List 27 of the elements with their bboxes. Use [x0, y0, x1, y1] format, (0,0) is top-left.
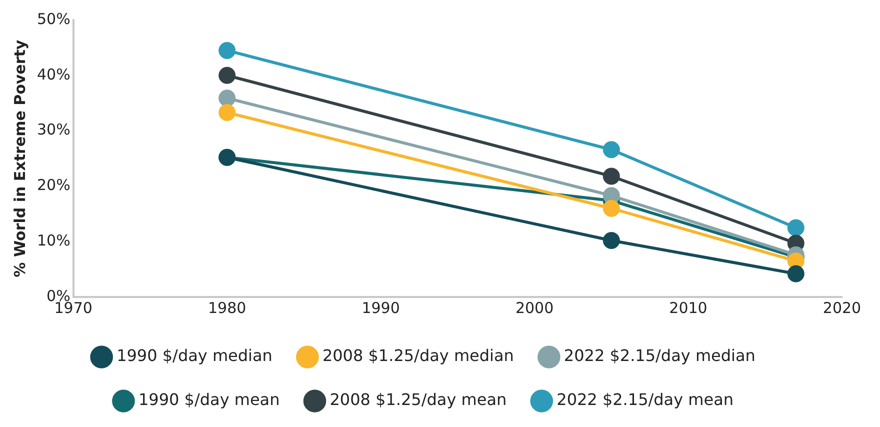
x-tick-label: 1980 [208, 298, 246, 317]
point [602, 200, 620, 217]
y-axis-title: % World in Extreme Poverty [10, 40, 29, 278]
point [218, 42, 236, 59]
y-tick-label: 20% [36, 176, 70, 194]
y-tick-label: 50% [36, 10, 70, 28]
point [602, 168, 620, 185]
x-tick-label: 2000 [515, 298, 554, 317]
legend-label: 2008 $1.25/day mean [330, 390, 507, 410]
legend-label: 1990 $/day median [116, 346, 272, 366]
x-tick-label: 2020 [822, 298, 862, 317]
y-tick-label: 10% [36, 231, 70, 250]
point [602, 232, 620, 249]
legend-label: 2022 $2.15/day median [564, 346, 756, 366]
point [218, 90, 236, 107]
legend-label: 2022 $2.15/day mean [556, 390, 734, 410]
point [218, 104, 236, 122]
x-tick-label: 2010 [669, 298, 708, 317]
y-tick-label: 30% [36, 120, 70, 139]
legend-label: 1990 $/day mean [138, 390, 280, 410]
point [602, 141, 620, 158]
legend-label: 2008 $1.25/day median [322, 346, 514, 366]
x-tick-label: 1990 [362, 298, 400, 317]
point [218, 66, 236, 84]
point [787, 219, 804, 236]
y-tick-label: 40% [36, 65, 70, 84]
point [787, 265, 804, 282]
